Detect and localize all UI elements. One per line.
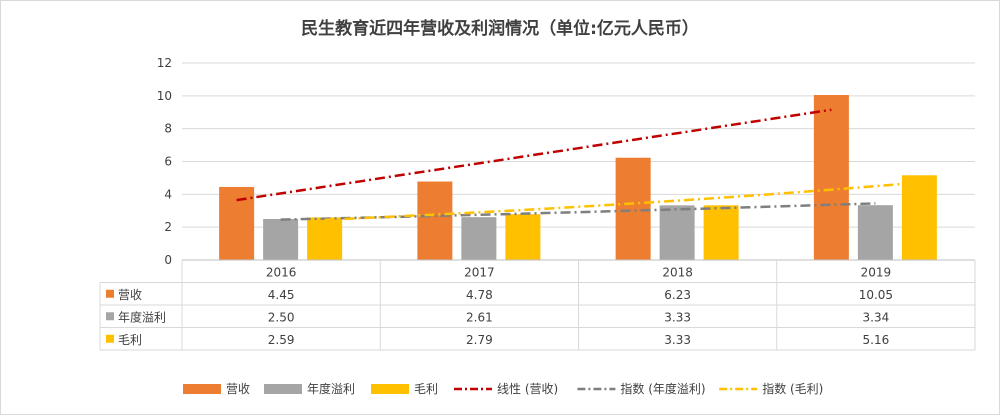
table-cell: 3.33 <box>664 310 691 324</box>
table-row-label: 毛利 <box>118 333 142 347</box>
trendlines <box>236 108 920 222</box>
bar-年度溢利-2016 <box>263 218 299 260</box>
table-swatch <box>106 289 114 298</box>
legend-swatch <box>183 384 221 394</box>
legend: 营收 年度溢利 毛利 线性 (营收) 指数 (年度溢利) 指数 (毛利) <box>183 381 823 396</box>
bar-年度溢利-2019 <box>857 205 893 260</box>
bar-毛利-2018 <box>703 205 739 260</box>
legend-label: 年度溢利 <box>307 381 355 396</box>
y-tick-label: 0 <box>164 253 172 267</box>
bar-毛利-2017 <box>505 214 541 260</box>
x-tick-label: 2018 <box>662 265 693 279</box>
legend-label: 指数 (毛利) <box>762 381 823 396</box>
table-cell: 3.34 <box>863 310 890 324</box>
bars <box>219 95 937 260</box>
table-cell: 2.61 <box>466 310 493 324</box>
bar-毛利-2016 <box>307 217 343 260</box>
legend-swatch <box>264 384 302 394</box>
x-tick-label: 2017 <box>464 265 495 279</box>
y-tick-label: 4 <box>164 187 172 201</box>
bar-年度溢利-2018 <box>659 205 695 260</box>
table-cell: 2.50 <box>268 310 295 324</box>
y-tick-label: 10 <box>157 89 172 103</box>
trendline-指数 (年度溢利) <box>280 202 876 221</box>
y-tick-label: 2 <box>164 220 172 234</box>
bar-营收-2016 <box>219 186 255 260</box>
data-table: 2016 2017 2018 2019 营收 4.45 4.78 6.23 10.05 年度溢利 2… <box>99 259 976 351</box>
table-swatch <box>106 334 114 343</box>
table-row-label: 年度溢利 <box>118 309 166 324</box>
bar-营收-2018 <box>615 157 651 260</box>
bar-营收-2019 <box>813 95 849 260</box>
bar-毛利-2019 <box>901 175 937 260</box>
bar-年度溢利-2017 <box>461 217 497 260</box>
table-cell: 5.16 <box>863 333 890 347</box>
legend-label: 线性 (营收) <box>497 382 558 396</box>
table-cell: 4.45 <box>268 288 295 302</box>
x-tick-label: 2016 <box>266 265 297 279</box>
legend-swatch <box>371 384 409 394</box>
table-cell: 3.33 <box>664 333 691 347</box>
legend-label: 营收 <box>226 382 250 396</box>
table-cell: 4.78 <box>466 288 493 302</box>
table-cell: 10.05 <box>859 288 893 302</box>
y-tick-label: 12 <box>157 56 172 70</box>
chart-title: 民生教育近四年营收及利润情况（单位:亿元人民币） <box>301 18 699 39</box>
y-tick-label: 8 <box>164 122 172 136</box>
bar-营收-2017 <box>417 181 453 260</box>
x-tick-label: 2019 <box>861 265 892 279</box>
legend-label: 指数 (年度溢利) <box>620 381 705 396</box>
table-row-label: 营收 <box>118 288 142 302</box>
table-cell: 6.23 <box>664 288 691 302</box>
trendline-线性 (营收) <box>236 108 832 202</box>
y-tick-label: 6 <box>164 155 172 169</box>
gridlines <box>182 62 975 261</box>
legend-label: 毛利 <box>414 382 438 396</box>
table-cell: 2.59 <box>268 333 295 347</box>
table-swatch <box>106 312 114 321</box>
y-axis-ticks: 0 2 4 6 8 10 12 <box>157 56 172 267</box>
table-cell: 2.79 <box>466 333 493 347</box>
